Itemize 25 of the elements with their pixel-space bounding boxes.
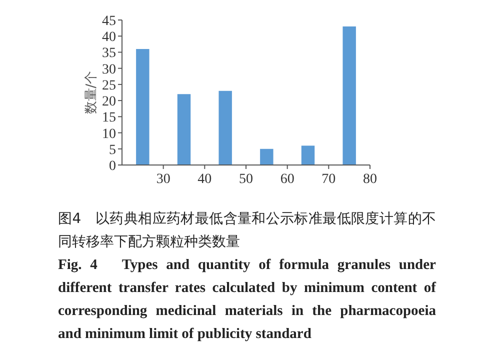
y-axis-title: 数量/个 xyxy=(84,70,99,114)
bar xyxy=(218,90,232,165)
y-tick-label: 45 xyxy=(102,14,116,29)
bar xyxy=(342,26,356,165)
x-tick-label: 40 xyxy=(198,172,212,187)
x-tick-label: 30 xyxy=(156,172,170,187)
bar xyxy=(260,148,274,165)
y-tick-label: 15 xyxy=(102,110,116,126)
y-tick-label: 35 xyxy=(102,46,116,62)
y-tick-label: 40 xyxy=(102,30,116,46)
x-tick-label: 80 xyxy=(363,172,377,187)
bar xyxy=(301,146,315,165)
y-tick-label: 5 xyxy=(109,142,116,158)
caption: 图4 以药典相应药材最低含量和公示标准最低限度计算的不同转移率下配方颗粒种类数量 xyxy=(58,210,436,252)
caption: Fig. 4 Types and quantity of formula granules under different transfer rates calculated by minimum content of corresponding medicinal materials in the pharmacopoeia and minimum limit of publicity standard xyxy=(58,256,436,344)
y-tick-label: 0 xyxy=(109,159,116,174)
y-tick-label: 10 xyxy=(102,126,116,142)
bar xyxy=(177,94,191,165)
bar xyxy=(136,49,150,165)
x-tick-label: 70 xyxy=(322,172,336,187)
x-tick-label: 50 xyxy=(239,172,253,187)
y-tick-label: 30 xyxy=(102,62,116,78)
y-tick-label: 20 xyxy=(102,94,116,110)
x-tick-label: 60 xyxy=(280,172,294,187)
y-tick-label: 25 xyxy=(102,78,116,94)
